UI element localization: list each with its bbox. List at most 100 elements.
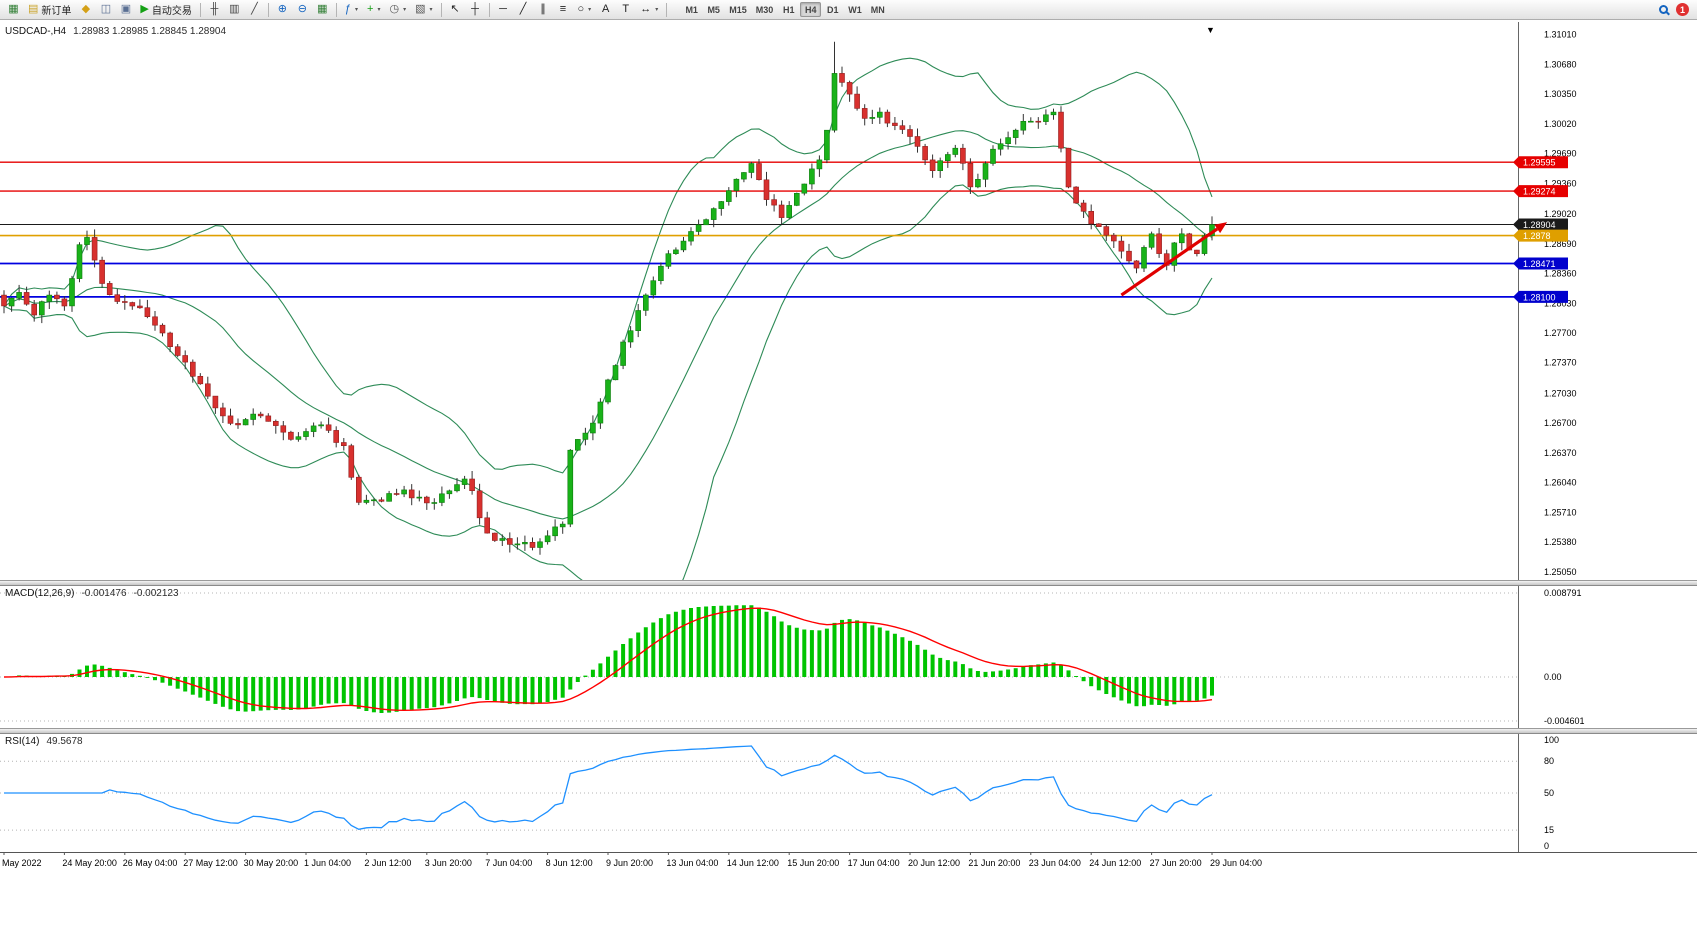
crosshair-button[interactable]: ┼ <box>466 1 485 18</box>
svg-text:1.28471: 1.28471 <box>1523 259 1556 269</box>
svg-text:80: 80 <box>1544 756 1554 766</box>
candle <box>582 432 589 440</box>
equidistant-channel-button[interactable]: ∥ <box>534 1 553 18</box>
crosshair-icon: ┼ <box>471 3 479 15</box>
horizontal-line-button[interactable]: ─ <box>494 1 513 18</box>
periods-button[interactable]: ◷ ▾ <box>385 1 410 18</box>
toolbar-separator <box>199 2 201 17</box>
trendline-button[interactable]: ╱ <box>514 1 533 18</box>
bollinger-lower-band <box>3 184 1213 580</box>
candle <box>106 283 113 295</box>
zoom-out-button[interactable]: ⊖ <box>293 1 312 18</box>
panel-splitter[interactable] <box>0 728 1697 734</box>
market-depth-button[interactable]: ◆ <box>76 1 95 18</box>
candle <box>174 346 181 356</box>
text-label-button[interactable]: T <box>616 1 635 18</box>
timeframe-w1-button[interactable]: W1 <box>848 4 862 15</box>
add-indicator-button[interactable]: + ▾ <box>363 1 384 18</box>
svg-text:21 Jun 20:00: 21 Jun 20:00 <box>968 858 1020 868</box>
svg-text:1.28690: 1.28690 <box>1544 239 1577 249</box>
panel-splitter[interactable] <box>0 580 1697 586</box>
toolbar-separator <box>267 2 269 17</box>
auto-trading-button[interactable]: ▶ 自动交易 <box>136 1 195 18</box>
candle <box>137 305 143 309</box>
zoom-in-button[interactable]: ⊕ <box>273 1 292 18</box>
cursor-icon: ↖ <box>450 3 460 15</box>
svg-text:1 Jun 04:00: 1 Jun 04:00 <box>304 858 351 868</box>
bar-chart-button[interactable]: ╫ <box>205 1 224 18</box>
arrow-objects-button[interactable]: ↔ ▾ <box>636 1 662 18</box>
price-tag-1.29274: 1.29274 <box>1513 185 1568 198</box>
fibonacci-button[interactable]: ≡ <box>554 1 573 18</box>
timeframe-m30-button[interactable]: M30 <box>755 4 774 15</box>
candle <box>393 493 400 495</box>
candle <box>733 178 740 191</box>
text-button[interactable]: A <box>596 1 615 18</box>
svg-text:30 May 20:00: 30 May 20:00 <box>244 858 299 868</box>
timeframe-h4-button[interactable]: H4 <box>800 2 822 17</box>
price-chart[interactable]: 1.31010 1.30680 1.30350 1.30020 1.29690 1.293… <box>0 22 1697 580</box>
svg-text:1.26700: 1.26700 <box>1544 418 1577 428</box>
candle <box>718 201 725 209</box>
trend-arrow[interactable] <box>1120 222 1228 297</box>
new-chart-button[interactable]: ◫ <box>96 1 115 18</box>
candle <box>491 532 498 541</box>
timeframe-m5-button[interactable]: M5 <box>707 4 720 15</box>
toolbar-separator <box>666 2 668 17</box>
scroll-to-end-marker[interactable]: ▼ <box>1206 25 1215 35</box>
new-order-button[interactable]: ▤ 新订单 <box>24 1 75 18</box>
new-chart-icon: ◫ <box>100 3 112 15</box>
line-chart-button[interactable]: ╱ <box>245 1 264 18</box>
equidistant-channel-icon: ∥ <box>540 3 546 15</box>
candle <box>1201 235 1208 254</box>
svg-text:1.29360: 1.29360 <box>1544 178 1577 188</box>
candle <box>642 294 649 311</box>
notification-badge[interactable]: 1 <box>1676 3 1689 16</box>
shapes-button[interactable]: ○ ▾ <box>574 1 596 18</box>
candle <box>612 365 619 381</box>
profiles-button[interactable]: ▣ <box>116 1 135 18</box>
candle <box>16 292 22 299</box>
macd-signal-line <box>3 607 1213 712</box>
rsi-panel[interactable]: 100 80 50 15 0 <box>0 734 1697 852</box>
candlestick-chart-button[interactable]: ▥ <box>225 1 244 18</box>
price-tag-1.28471: 1.28471 <box>1513 257 1568 270</box>
horizontal-line-icon: ─ <box>499 3 507 15</box>
timeframe-m1-button[interactable]: M1 <box>685 4 698 15</box>
macd-panel[interactable]: 0.008791 0.00 -0.004601 <box>0 586 1697 728</box>
indicators-button[interactable]: ƒ ▾ <box>341 1 362 18</box>
candle <box>1020 121 1027 131</box>
templates-icon: ▧ <box>415 3 426 15</box>
candle <box>1096 223 1102 228</box>
charts-tile-button[interactable]: ▦ <box>4 1 23 18</box>
candlestick-chart-icon: ▥ <box>229 3 240 15</box>
templates-button[interactable]: ▧ ▾ <box>411 1 436 18</box>
candle <box>552 526 558 537</box>
candle <box>54 294 60 300</box>
candle <box>340 442 347 447</box>
candle <box>325 424 332 431</box>
time-axis[interactable]: May 2022 24 May 20:00 26 May 04:00 27 May 1… <box>0 852 1697 874</box>
candle <box>476 490 483 519</box>
candle <box>522 541 528 545</box>
candle <box>46 294 53 302</box>
candle <box>114 294 121 302</box>
svg-text:27 May 12:00: 27 May 12:00 <box>183 858 238 868</box>
candle <box>793 193 800 206</box>
timeframe-d1-button[interactable]: D1 <box>826 4 839 15</box>
candle <box>159 324 166 334</box>
timeframe-h1-button[interactable]: H1 <box>782 4 795 15</box>
candle <box>76 244 83 279</box>
candle <box>514 543 521 546</box>
auto-trading-label: 自动交易 <box>151 6 192 17</box>
cursor-button[interactable]: ↖ <box>446 1 465 18</box>
dropdown-arrow-icon: ▾ <box>403 7 407 13</box>
tile-windows-button[interactable]: ▦ <box>313 1 332 18</box>
timeframe-m15-button[interactable]: M15 <box>729 4 747 15</box>
candle <box>61 298 68 307</box>
svg-text:1.27370: 1.27370 <box>1544 358 1577 368</box>
candle <box>1148 233 1155 248</box>
candle <box>167 332 173 347</box>
search-button[interactable] <box>1654 1 1673 18</box>
timeframe-mn-button[interactable]: MN <box>870 4 885 15</box>
